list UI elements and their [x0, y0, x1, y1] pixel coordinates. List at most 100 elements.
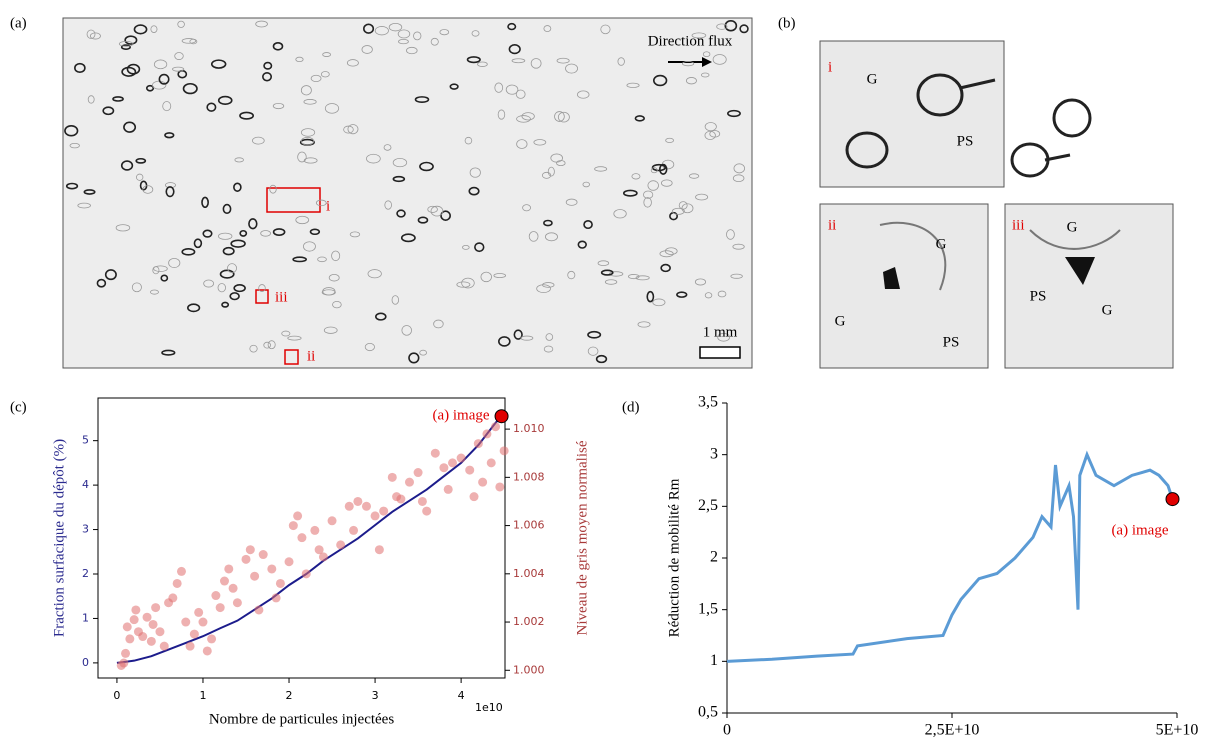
texture: [536, 284, 551, 293]
texture: [726, 229, 735, 240]
texture: [65, 182, 79, 190]
texture: [121, 66, 137, 77]
phase-label: PS: [1030, 288, 1047, 304]
y-tick-label: 1: [710, 652, 718, 669]
texture: [248, 218, 258, 230]
texture: [419, 349, 427, 356]
texture: [300, 128, 316, 137]
y-tick-label: 0: [82, 656, 89, 669]
texture: [732, 174, 745, 183]
texture: [77, 202, 91, 209]
texture: [397, 29, 411, 39]
scatter-point: [430, 448, 440, 458]
scatter-point: [374, 545, 384, 555]
texture: [272, 41, 284, 51]
texture: [260, 230, 271, 237]
texture: [168, 257, 181, 268]
flow-arrow-head: [702, 57, 712, 67]
scatter-point: [189, 629, 199, 639]
texture: [511, 58, 526, 64]
y2-tick-label: 1.000: [513, 663, 545, 676]
texture: [384, 200, 392, 210]
texture: [391, 295, 400, 305]
texture: [317, 256, 327, 263]
deposit: [883, 267, 900, 289]
scatter-point: [448, 458, 458, 468]
texture: [595, 354, 608, 364]
texture: [400, 233, 416, 243]
texture: [515, 89, 526, 99]
texture: [716, 23, 728, 30]
texture: [544, 232, 558, 242]
scatter-point: [254, 605, 264, 615]
scatter-point: [293, 511, 303, 521]
texture: [498, 336, 511, 347]
texture: [583, 219, 593, 230]
scatter-point: [211, 591, 221, 601]
texture: [678, 201, 688, 210]
texture: [398, 38, 409, 45]
texture: [704, 292, 713, 299]
texture: [229, 292, 240, 301]
texture: [608, 271, 624, 277]
panel-label: (b): [778, 15, 796, 31]
texture: [347, 124, 359, 135]
scatter-point: [241, 554, 251, 564]
texture: [303, 99, 317, 105]
region-label: ii: [307, 348, 315, 364]
texture: [577, 240, 587, 249]
texture: [541, 171, 552, 179]
y2-tick-label: 1.008: [513, 470, 545, 483]
y-tick-label: 2,5: [698, 497, 718, 514]
scatter-point: [284, 557, 294, 567]
texture: [505, 84, 519, 95]
texture: [160, 274, 169, 282]
texture: [172, 66, 185, 72]
scatter-point: [439, 463, 449, 473]
texture: [613, 209, 627, 219]
texture: [142, 185, 154, 194]
texture: [646, 290, 655, 303]
texture: [221, 301, 230, 308]
texture: [685, 77, 697, 85]
y-tick-label: 4: [82, 478, 89, 491]
texture: [162, 101, 172, 112]
texture: [471, 30, 480, 37]
scatter-point: [353, 496, 363, 506]
texture: [626, 82, 640, 88]
texture: [557, 111, 570, 123]
y2-tick-label: 1.010: [513, 422, 545, 435]
texture: [149, 289, 159, 295]
scatter-point: [146, 636, 156, 646]
flow-label: Direction flux: [648, 33, 733, 49]
texture: [164, 132, 175, 139]
texture: [413, 31, 422, 41]
texture: [554, 111, 565, 122]
scatter-point: [482, 429, 492, 439]
phase-label: PS: [957, 133, 974, 149]
y-tick-label: 3,5: [698, 394, 718, 411]
scatter-point: [314, 545, 324, 555]
scatter-point: [267, 564, 277, 574]
texture: [419, 161, 434, 172]
texture: [234, 157, 244, 163]
y-tick-label: 2: [82, 567, 89, 580]
texture: [556, 57, 570, 64]
texture: [477, 61, 488, 67]
texture: [227, 263, 238, 274]
scatter-point: [271, 593, 281, 603]
texture: [587, 346, 599, 356]
scatter-point: [181, 617, 191, 627]
texture: [202, 229, 213, 238]
texture: [328, 273, 340, 282]
texture: [193, 238, 203, 249]
x-tick-label: 2,5E+10: [925, 722, 980, 738]
y-axis-label: Fraction surfacique du dépôt (%): [51, 439, 67, 637]
texture: [295, 56, 304, 63]
texture: [219, 269, 235, 279]
y2-axis-label: Niveau de gris moyen normalisé: [574, 440, 590, 635]
scatter-point: [121, 648, 131, 658]
x-axis-label: Nombre de particules injectées: [209, 711, 395, 727]
inset: [819, 203, 989, 369]
phase-label: PS: [943, 334, 960, 350]
